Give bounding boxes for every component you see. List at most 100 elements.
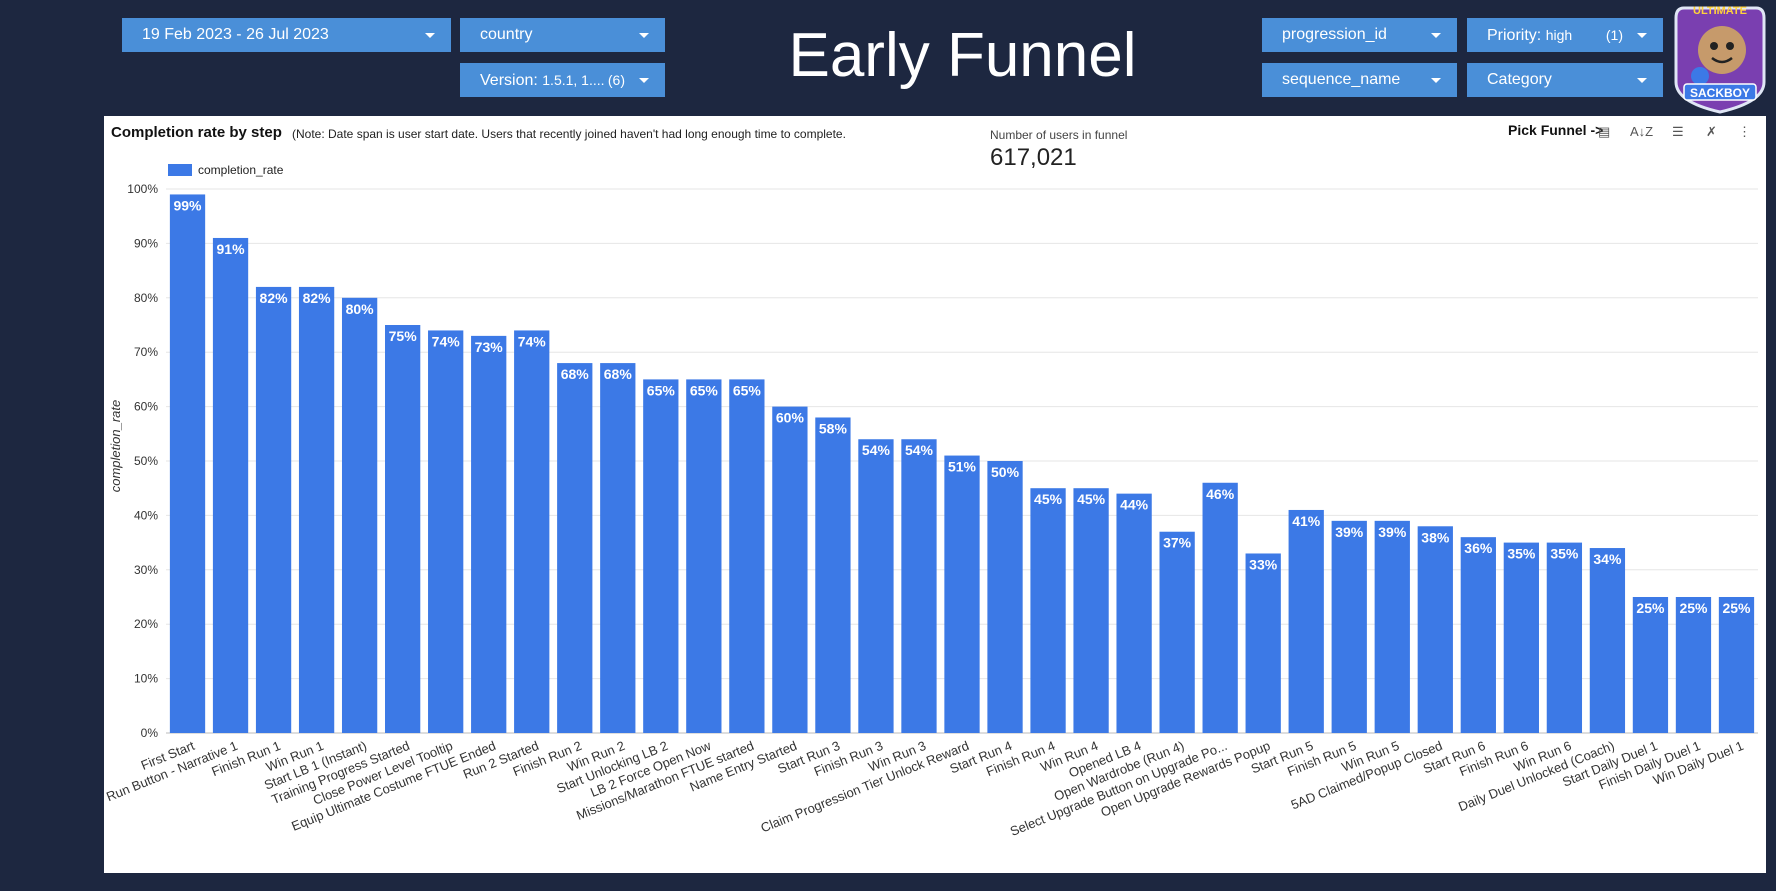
bar [514,330,550,733]
users-in-funnel-value: 617,021 [990,144,1077,171]
pick-funnel-label: Pick Funnel -> [1508,122,1604,138]
bar [944,455,980,733]
filter-icon[interactable]: ☰ [1672,124,1684,139]
bar-data-label: 99% [173,197,202,213]
bar-data-label: 25% [1636,600,1665,616]
category-filter[interactable]: Category [1467,63,1663,97]
bar-data-label: 51% [948,459,977,475]
date-range-picker[interactable]: 19 Feb 2023 - 26 Jul 2023 [122,18,451,52]
priority-filter-label: Priority: [1487,27,1542,44]
priority-filter[interactable]: Priority: high (1) [1467,18,1663,52]
progression-id-filter[interactable]: progression_id [1262,18,1457,52]
y-tick-label: 60% [134,400,158,414]
version-filter-value: 1.5.1, 1.... [542,72,605,88]
country-filter[interactable]: country [460,18,665,52]
bar [772,406,808,733]
bar-data-label: 73% [475,339,504,355]
chart-panel: Completion rate by step (Note: Date span… [104,116,1766,873]
bar [686,379,722,733]
bar [901,439,937,733]
bar-data-label: 45% [1034,491,1063,507]
bar [1073,488,1109,733]
bar [815,417,851,733]
chevron-down-icon [1637,78,1647,83]
priority-filter-count: (1) [1605,27,1623,43]
bar-data-label: 60% [776,410,805,426]
chevron-down-icon [1637,33,1647,38]
bar-data-label: 91% [217,241,246,257]
bar-data-label: 65% [690,382,719,398]
bar-data-label: 80% [346,301,375,317]
bar [1632,597,1669,733]
chart-note: (Note: Date span is user start date. Use… [292,127,846,141]
y-tick-label: 90% [134,236,158,250]
y-tick-label: 30% [134,563,158,577]
version-filter-label: Version: [480,72,538,89]
chevron-down-icon [1431,78,1441,83]
chevron-down-icon [425,33,435,38]
bar [255,286,292,733]
progression-id-label: progression_id [1282,26,1387,43]
bar [1116,493,1152,733]
bar-data-label: 45% [1077,491,1106,507]
sequence-name-filter[interactable]: sequence_name [1262,63,1457,97]
bar [557,363,593,733]
y-tick-label: 70% [134,345,158,359]
bar-data-label: 82% [303,290,332,306]
bar-data-label: 25% [1679,600,1708,616]
y-tick-label: 10% [134,672,158,686]
bar-data-label: 74% [518,333,547,349]
bar-data-label: 44% [1120,497,1149,513]
bar [1331,520,1367,733]
bar-data-label: 68% [561,366,590,382]
chevron-down-icon [639,78,649,83]
bar [1288,509,1324,733]
version-filter[interactable]: Version: 1.5.1, 1.... (6) [460,63,665,97]
bar-data-label: 68% [604,366,633,382]
bar [1159,531,1195,733]
bar-data-label: 74% [432,333,461,349]
bar-data-label: 38% [1421,529,1450,545]
bar-data-label: 35% [1550,546,1579,562]
y-tick-label: 100% [127,182,158,196]
date-range-text: 19 Feb 2023 - 26 Jul 2023 [142,26,329,43]
category-filter-label: Category [1487,71,1552,88]
cross-filter-icon[interactable]: ✗ [1706,124,1717,139]
sort-az-icon[interactable]: A↓Z [1630,124,1654,139]
country-filter-label: country [480,26,533,43]
y-tick-label: 80% [134,291,158,305]
bar [1030,488,1066,733]
chevron-down-icon [1431,33,1441,38]
chart-title: Completion rate by step [111,124,282,141]
bar [298,286,335,733]
bar [1718,597,1755,733]
bar-data-label: 25% [1722,600,1751,616]
y-tick-label: 0% [141,726,159,740]
bar [1546,542,1583,733]
y-tick-label: 40% [134,508,158,522]
bar [1503,542,1539,733]
bar-data-label: 58% [819,420,848,436]
bar [643,379,679,733]
y-tick-label: 50% [134,454,158,468]
sackboy-logo: ULTIMATE SACKBOY [1674,5,1766,114]
y-axis-title: completion_rate [108,400,123,493]
bar-data-label: 50% [991,464,1020,480]
bar [987,461,1023,733]
bar [471,335,507,733]
chart-type-icon[interactable]: ▤ [1598,124,1611,139]
bar [1245,553,1281,733]
bar-data-label: 65% [647,382,676,398]
bar-data-label: 34% [1593,551,1622,567]
legend-swatch [168,164,192,176]
version-filter-count: (6) [607,72,625,88]
bar-data-label: 65% [733,382,762,398]
bar [1675,597,1712,733]
bar [385,325,421,733]
bar-data-label: 82% [260,290,289,306]
page-title: Early Funnel [788,21,1137,90]
bar-data-label: 54% [862,442,891,458]
svg-text:ULTIMATE: ULTIMATE [1693,5,1747,17]
sequence-name-label: sequence_name [1282,71,1401,88]
more-options-icon[interactable]: ⋮ [1738,124,1751,139]
